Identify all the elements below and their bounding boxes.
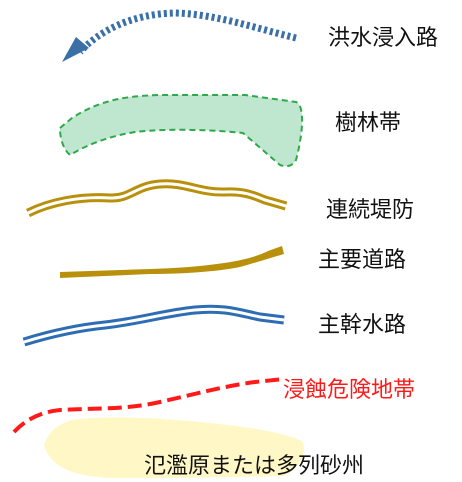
legend-label-channel: 主幹水路 <box>318 313 407 338</box>
flood-route-symbol <box>77 9 297 55</box>
floodplain-symbol <box>44 417 304 478</box>
erosion-zone-symbol <box>12 377 285 434</box>
channel-symbol-inner <box>23 307 285 344</box>
legend-label-road: 主要道路 <box>318 248 407 273</box>
legend-label-levee: 連続堤防 <box>326 198 415 223</box>
levee-symbol-inner <box>27 182 287 215</box>
legend-label-erosion-zone: 浸蝕危険地帯 <box>283 378 416 403</box>
levee-symbol-outer <box>25 179 288 218</box>
forest-belt-symbol <box>58 94 304 168</box>
flood-arrowhead-icon <box>62 37 89 62</box>
legend-label-forest-belt: 樹林帯 <box>335 111 402 136</box>
road-symbol <box>60 246 284 278</box>
legend-label-flood-route: 洪水浸入路 <box>328 26 439 51</box>
legend-label-floodplain: 氾濫原または多列砂州 <box>144 454 365 479</box>
